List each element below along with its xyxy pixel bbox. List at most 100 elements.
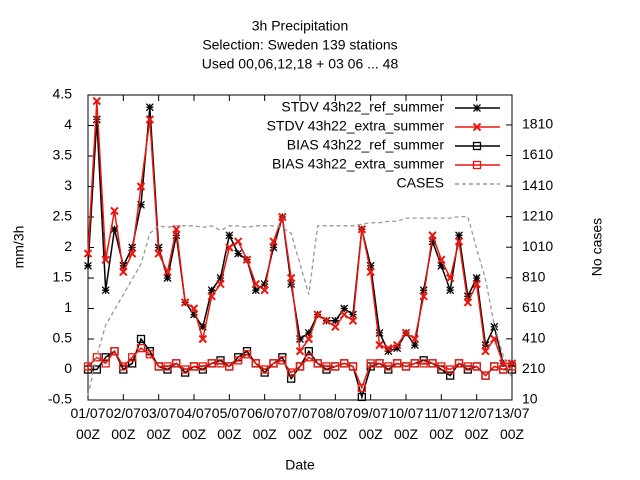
- data-point: [242, 350, 252, 359]
- legend-label: CASES: [397, 175, 444, 191]
- data-point: [189, 362, 199, 371]
- data-point: [128, 243, 137, 252]
- data-point: [463, 298, 473, 307]
- data-point: [269, 359, 278, 368]
- data-point: [207, 359, 216, 368]
- data-point: [304, 347, 313, 356]
- data-point: [101, 286, 110, 295]
- data-point: [154, 362, 163, 371]
- data-point: [490, 362, 499, 371]
- y2-tick-label: 810: [522, 268, 546, 284]
- y2-tick-label: 1810: [522, 116, 553, 132]
- data-point: [340, 359, 349, 368]
- chart-subtitle: Used 00,06,12,18 + 03 06 ... 48: [202, 56, 399, 72]
- data-point: [269, 243, 278, 252]
- data-point: [119, 362, 128, 371]
- data-point: [437, 261, 446, 270]
- data-point: [331, 362, 340, 371]
- chart-title: 3h Precipitation: [252, 18, 349, 34]
- data-point: [136, 334, 146, 344]
- data-point: [446, 365, 455, 374]
- y-tick-label: 4: [64, 116, 72, 132]
- data-point: [260, 285, 269, 295]
- data-point: [242, 255, 252, 264]
- data-point: [145, 350, 154, 359]
- data-point: [198, 322, 207, 331]
- data-point: [127, 249, 137, 258]
- data-point: [216, 359, 225, 368]
- data-point: [216, 274, 225, 282]
- data-point: [145, 103, 154, 112]
- legend-label: BIAS 43h22_extra_summer: [272, 156, 444, 172]
- data-point: [437, 255, 446, 264]
- data-point: [287, 374, 296, 383]
- x-tick-label: 08/07 00Z: [318, 405, 353, 442]
- data-point: [286, 273, 296, 283]
- data-point: [322, 316, 331, 325]
- data-point: [189, 304, 199, 313]
- y-tick-label: 2: [64, 238, 72, 254]
- y-tick-label: 4.5: [53, 86, 73, 102]
- data-point: [428, 237, 437, 246]
- data-point: [225, 243, 234, 252]
- data-point: [507, 362, 517, 371]
- x-tick-label: 01/07 00Z: [70, 405, 105, 442]
- data-point: [446, 286, 455, 295]
- data-point: [119, 261, 128, 270]
- data-point: [419, 292, 428, 301]
- data-point: [357, 224, 367, 234]
- data-point: [454, 359, 464, 368]
- legend-marker: [473, 104, 481, 112]
- data-point: [348, 316, 358, 325]
- data-point: [384, 347, 393, 356]
- data-point: [128, 353, 137, 362]
- x-axis-label: Date: [285, 457, 315, 473]
- y2-tick-label: 1410: [522, 177, 553, 193]
- data-point: [295, 362, 305, 371]
- data-point: [472, 274, 481, 282]
- data-point: [428, 359, 437, 368]
- legend-label: STDV 43h22_extra_summer: [267, 118, 445, 134]
- data-point: [357, 383, 366, 392]
- data-point: [119, 267, 128, 277]
- x-tick-label: 11/07 00Z: [424, 405, 458, 442]
- x-tick-label: 04/07 00Z: [176, 405, 211, 442]
- data-point: [110, 347, 119, 356]
- legend-label: BIAS 43h22_ref_summer: [287, 137, 445, 153]
- x-tick-label: 09/07 00Z: [353, 405, 388, 442]
- x-tick-label: 12/07 00Z: [459, 405, 494, 442]
- data-point: [437, 362, 446, 371]
- data-point: [251, 359, 260, 368]
- x-tick-label: 13/07 00Z: [494, 405, 529, 442]
- series-line: [87, 347, 513, 390]
- data-point: [278, 356, 287, 365]
- data-point: [393, 344, 402, 353]
- data-point: [260, 280, 269, 289]
- data-point: [481, 371, 490, 380]
- data-point: [154, 249, 163, 258]
- data-point: [366, 267, 375, 277]
- data-point: [296, 335, 304, 343]
- x-tick-label: 05/07 00Z: [212, 405, 247, 442]
- x-tick-label: 02/07 00Z: [106, 405, 141, 442]
- y2-tick-label: 1610: [522, 146, 553, 162]
- data-point: [375, 359, 384, 368]
- data-point: [260, 365, 269, 374]
- data-point: [481, 346, 490, 356]
- legend-marker: [472, 160, 482, 170]
- data-point: [393, 359, 402, 368]
- data-point: [190, 310, 198, 319]
- data-point: [287, 368, 296, 377]
- data-point: [251, 279, 261, 289]
- data-point: [207, 286, 216, 295]
- data-point: [163, 274, 172, 282]
- data-point: [180, 298, 190, 307]
- y2-tick-label: 10: [522, 391, 538, 407]
- data-point: [233, 237, 243, 246]
- data-point: [181, 365, 190, 374]
- data-point: [366, 359, 375, 368]
- data-point: [84, 261, 92, 270]
- y2-tick-label: 210: [522, 360, 546, 376]
- x-tick-label: 07/07 00Z: [282, 405, 317, 442]
- data-point: [463, 362, 472, 371]
